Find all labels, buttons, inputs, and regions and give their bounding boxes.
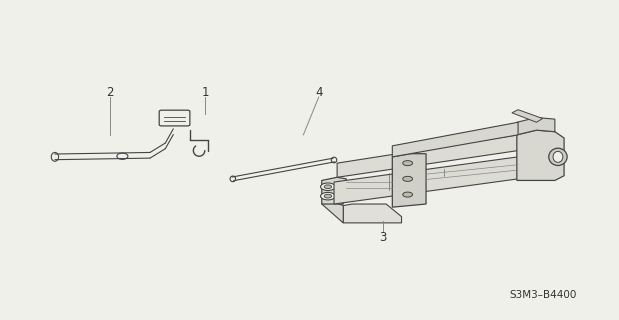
Circle shape: [403, 176, 412, 181]
Circle shape: [324, 185, 332, 188]
Circle shape: [403, 161, 412, 166]
Polygon shape: [344, 204, 402, 223]
Circle shape: [403, 192, 412, 197]
Polygon shape: [322, 201, 344, 223]
Ellipse shape: [548, 148, 567, 165]
Polygon shape: [517, 130, 564, 180]
Ellipse shape: [331, 157, 337, 163]
Ellipse shape: [230, 176, 236, 182]
Text: 3: 3: [379, 230, 387, 244]
Circle shape: [321, 192, 335, 200]
Polygon shape: [512, 110, 543, 122]
Text: S3M3–B4400: S3M3–B4400: [509, 290, 576, 300]
FancyBboxPatch shape: [159, 110, 190, 126]
Text: 1: 1: [201, 86, 209, 99]
Text: 2: 2: [106, 86, 114, 99]
Ellipse shape: [51, 152, 59, 161]
Polygon shape: [392, 154, 426, 207]
Ellipse shape: [117, 153, 128, 159]
Polygon shape: [334, 157, 518, 204]
Polygon shape: [517, 117, 555, 135]
Ellipse shape: [553, 151, 563, 162]
Circle shape: [324, 194, 332, 198]
Polygon shape: [322, 177, 346, 204]
Polygon shape: [337, 135, 518, 177]
Polygon shape: [392, 122, 518, 157]
Circle shape: [321, 183, 335, 190]
Text: 4: 4: [315, 86, 322, 99]
